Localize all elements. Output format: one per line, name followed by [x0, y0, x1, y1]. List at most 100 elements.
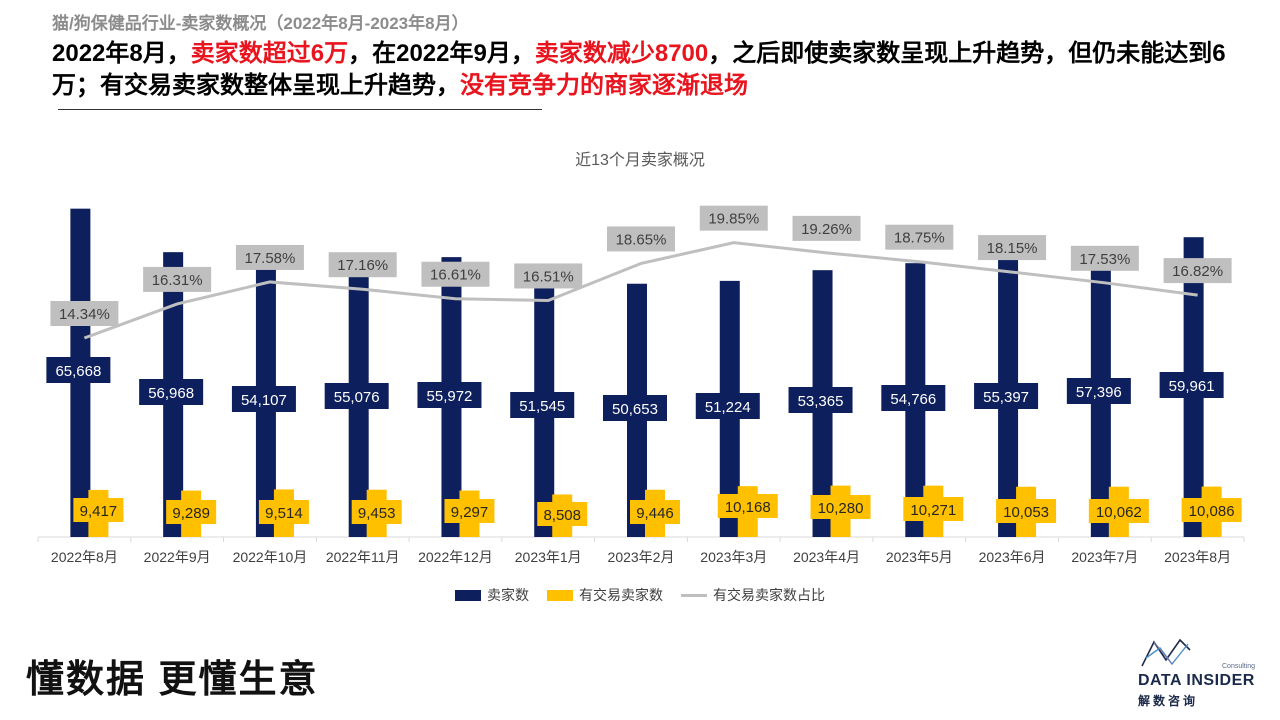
ratio-label-box [514, 263, 583, 289]
trading-label-box [166, 500, 217, 524]
trading-value-label: 9,453 [358, 505, 396, 522]
seller-label-box [974, 383, 1039, 409]
seller-label-box [417, 382, 482, 408]
seller-value-label: 51,545 [519, 398, 565, 415]
ratio-value-label: 18.65% [616, 231, 667, 248]
legend-swatch-trading-sellers [547, 589, 573, 601]
legend-item-ratio: 有交易卖家数占比 [681, 585, 825, 605]
x-tick-label: 2023年4月 [793, 549, 860, 565]
headline-highlight: 卖家数超过6万 [190, 40, 349, 67]
seller-value-label: 59,961 [1169, 378, 1215, 395]
ratio-label-box [235, 244, 304, 270]
trading-label-box [996, 499, 1057, 523]
x-tick-label: 2022年9月 [144, 549, 211, 565]
ratio-label-box [143, 266, 212, 292]
seller-label-box [510, 392, 575, 418]
headline: 2022年8月，卖家数超过6万，在2022年9月，卖家数减少8700，之后即使卖… [52, 38, 1252, 102]
ratio-label-box [885, 224, 954, 250]
ratio-label-box [699, 205, 768, 231]
trading-value-label: 9,417 [80, 503, 118, 520]
ratio-label-box [50, 301, 119, 326]
ratio-value-label: 18.15% [987, 240, 1038, 257]
page-subtitle: 猫/狗保健品行业-卖家数概况（2022年8月-2023年8月） [52, 14, 469, 33]
seller-label-box [231, 386, 296, 412]
headline-text: 2022年8月， [52, 40, 191, 67]
trading-label-box [537, 502, 588, 526]
legend-item-sellers: 卖家数 [455, 585, 529, 605]
x-tick-label: 2022年10月 [233, 549, 308, 565]
trading-value-label: 10,062 [1096, 504, 1142, 521]
seller-label-box [1066, 378, 1131, 404]
ratio-label-box [792, 215, 861, 241]
trading-value-label: 10,168 [725, 499, 771, 516]
trading-value-label: 10,053 [1003, 504, 1049, 521]
ratio-label-box [978, 235, 1047, 261]
trading-value-label: 9,514 [265, 505, 303, 522]
ratio-value-label: 17.58% [244, 250, 295, 267]
chart-legend: 卖家数 有交易卖家数 有交易卖家数占比 [0, 585, 1280, 605]
seller-value-label: 54,766 [890, 391, 936, 408]
x-tick-label: 2023年1月 [515, 549, 582, 565]
seller-value-label: 56,968 [148, 385, 194, 402]
ratio-line [83, 241, 1198, 340]
seller-label-box [1159, 372, 1224, 398]
x-tick-label: 2022年11月 [326, 549, 400, 565]
logo-chinese-text: 解数咨询 [1138, 694, 1199, 708]
ratio-label-box [328, 252, 397, 278]
x-tick-label: 2023年6月 [979, 549, 1046, 565]
trading-value-label: 9,446 [636, 505, 674, 522]
seller-value-label: 54,107 [241, 392, 287, 409]
trading-label-box [903, 497, 964, 521]
headline-text: ，之后即使卖家数呈现上升趋势，但仍未能达到6万；有交易卖家数整体呈现上升趋势， [52, 40, 1226, 99]
ratio-label-box [607, 226, 675, 252]
logo-mark-icon [1141, 638, 1191, 667]
trading-label-box [258, 500, 309, 524]
trading-label-box [717, 494, 778, 518]
trading-value-label: 9,297 [451, 504, 489, 521]
trading-label-box [1181, 498, 1242, 522]
seller-value-label: 50,653 [612, 401, 658, 418]
x-tick-label: 2023年7月 [1071, 549, 1138, 565]
ratio-value-label: 17.16% [337, 257, 388, 274]
legend-swatch-ratio [681, 593, 707, 597]
seller-chart: 65,668 9,417 14.34% 2022年8月 56,968 9,289 16.31… [37, 205, 1245, 565]
x-tick-label: 2022年8月 [51, 549, 118, 565]
seller-value-label: 55,076 [334, 389, 380, 406]
ratio-value-label: 16.31% [152, 272, 203, 289]
trading-value-label: 10,280 [818, 500, 864, 517]
trading-label-box [810, 495, 871, 519]
trading-value-label: 10,271 [910, 502, 956, 519]
legend-swatch-sellers [455, 589, 481, 601]
seller-label-box [788, 387, 853, 413]
ratio-value-label: 19.26% [801, 221, 852, 238]
logo-english-text: DATA INSIDER [1138, 672, 1255, 689]
trading-label-box [630, 500, 680, 524]
ratio-label-box [1070, 245, 1139, 271]
trading-value-label: 10,086 [1189, 503, 1235, 520]
x-tick-label: 2022年12月 [418, 549, 493, 565]
headline-highlight: 卖家数减少8700 [534, 40, 709, 67]
seller-value-label: 65,668 [55, 363, 101, 380]
trading-label-box [73, 498, 124, 522]
ratio-value-label: 16.61% [430, 267, 481, 284]
seller-label-box [46, 357, 111, 383]
legend-item-trading-sellers: 有交易卖家数 [547, 585, 663, 605]
trading-label-box [444, 499, 495, 523]
seller-value-label: 53,365 [798, 393, 844, 410]
trading-value-label: 8,508 [543, 507, 581, 524]
trading-value-label: 9,289 [172, 505, 210, 522]
ratio-value-label: 18.75% [894, 230, 945, 247]
seller-label-box [139, 379, 204, 405]
ratio-value-label: 19.85% [708, 211, 759, 228]
ratio-value-label: 14.34% [59, 306, 110, 323]
slogan: 懂数据 更懂生意 [26, 659, 319, 701]
legend-label-ratio: 有交易卖家数占比 [713, 587, 825, 603]
ratio-label-box [1163, 258, 1232, 284]
ratio-value-label: 16.51% [523, 268, 574, 285]
headline-text: ，在2022年9月， [348, 40, 535, 67]
seller-label-box [324, 383, 389, 409]
seller-value-label: 57,396 [1076, 384, 1122, 401]
ratio-value-label: 17.53% [1079, 251, 1130, 268]
headline-highlight: 没有竞争力的商家逐渐退场 [460, 72, 748, 99]
seller-value-label: 51,224 [705, 399, 751, 416]
